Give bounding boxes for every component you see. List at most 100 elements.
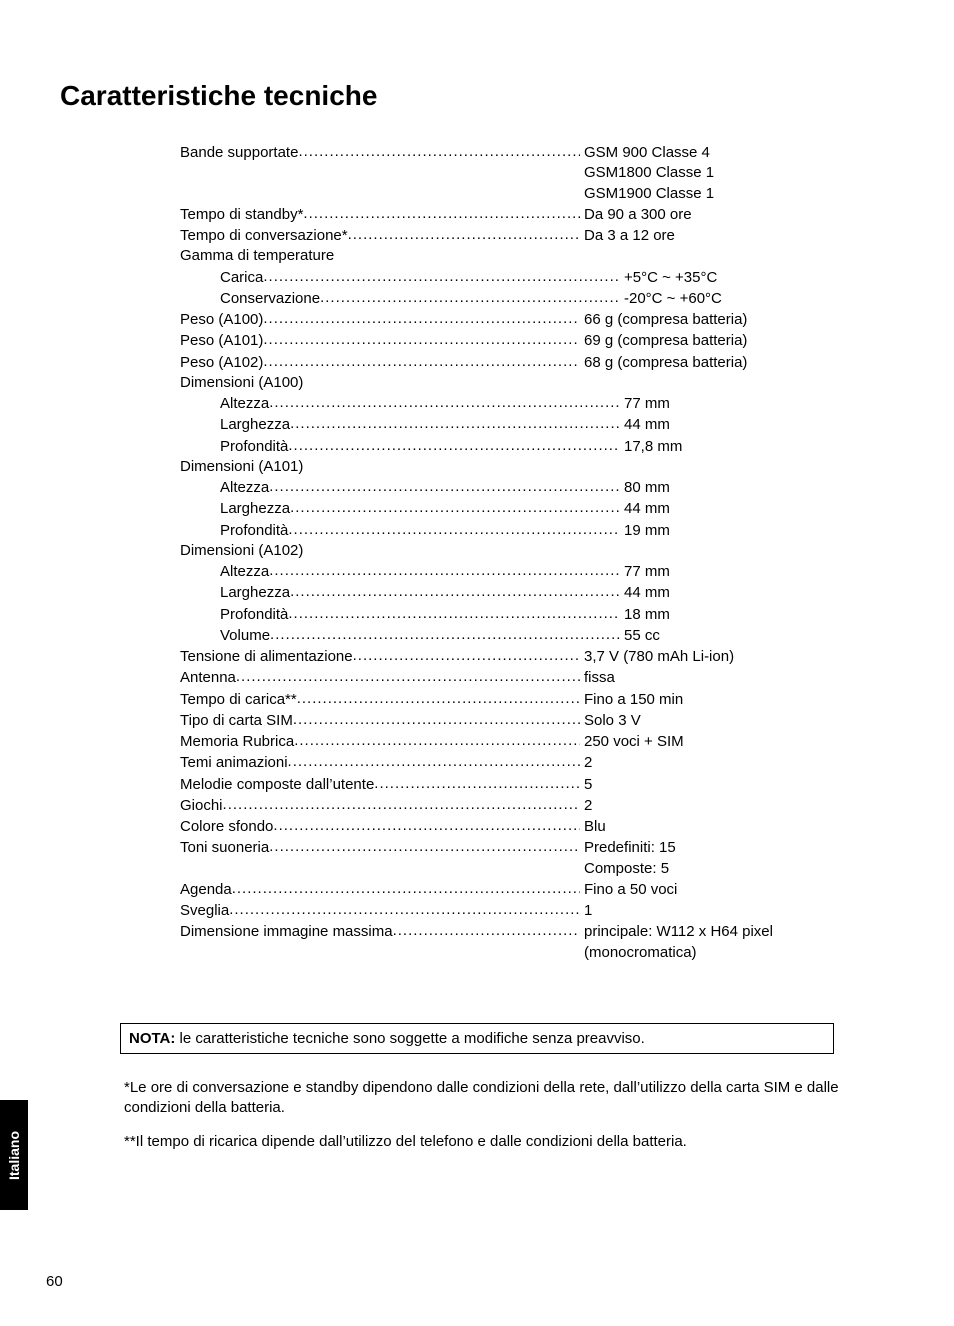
spec-label: Larghezza [220, 499, 290, 519]
spec-label: Tempo di conversazione* [180, 226, 348, 246]
spec-label: Tempo di carica** [180, 690, 297, 710]
leader-dots [288, 520, 620, 535]
spec-label: Peso (A102) [180, 353, 263, 373]
spec-value: 18 mm [620, 605, 670, 625]
spec-row: Dimensione immagine massimaprincipale: W… [180, 921, 854, 942]
spec-label: Peso (A100) [180, 310, 263, 330]
leader-dots [236, 667, 580, 682]
spec-value: -20°C ~ +60°C [620, 289, 722, 309]
leader-dots [290, 582, 620, 597]
spec-row: Altezza77 mm [180, 561, 854, 582]
spec-label: Larghezza [220, 583, 290, 603]
spec-label: Memoria Rubrica [180, 732, 294, 752]
spec-label: Melodie composte dall’utente [180, 775, 374, 795]
spec-value: 68 g (compresa batteria) [580, 353, 747, 373]
spec-label: Altezza [220, 478, 269, 498]
leader-dots [269, 477, 620, 492]
spec-row: Tempo di standby*Da 90 a 300 ore [180, 204, 854, 225]
leader-dots [298, 142, 580, 157]
spec-label: Dimensioni (A101) [180, 457, 303, 477]
leader-dots [269, 393, 620, 408]
footnote: *Le ore di conversazione e standby dipen… [124, 1078, 894, 1119]
spec-row: Altezza77 mm [180, 393, 854, 414]
spec-value: GSM1800 Classe 1 [580, 163, 714, 183]
note-box: NOTA: le caratteristiche tecniche sono s… [120, 1023, 834, 1054]
leader-dots [320, 288, 620, 303]
leader-dots [263, 330, 580, 345]
leader-dots [294, 731, 580, 746]
spec-row: Memoria Rubrica 250 voci + SIM [180, 731, 854, 752]
footnotes: *Le ore di conversazione e standby dipen… [124, 1078, 894, 1153]
spec-label: Bande supportate [180, 143, 298, 163]
spec-row: AgendaFino a 50 voci [180, 879, 854, 900]
spec-section-header: Dimensioni (A102) [180, 541, 854, 561]
spec-label: Tipo di carta SIM [180, 711, 293, 731]
spec-value: 2 [580, 796, 592, 816]
footnote: **Il tempo di ricarica dipende dall’util… [124, 1132, 894, 1152]
spec-label: Dimensioni (A102) [180, 541, 303, 561]
spec-value: principale: W112 x H64 pixel [580, 922, 773, 942]
spec-label: Profondità [220, 521, 288, 541]
spec-row: Bande supportate GSM 900 Classe 4 [180, 142, 854, 163]
spec-row: Colore sfondoBlu [180, 816, 854, 837]
page-number: 60 [46, 1273, 63, 1290]
spec-value: 77 mm [620, 562, 670, 582]
spec-label: Giochi [180, 796, 223, 816]
spec-row: Melodie composte dall’utente5 [180, 774, 854, 795]
note-text: le caratteristiche tecniche sono soggett… [175, 1030, 644, 1047]
spec-row: Antenna fissa [180, 667, 854, 688]
spec-row-continuation: (monocromatica) [180, 943, 854, 963]
leader-dots [223, 795, 580, 810]
spec-value: 250 voci + SIM [580, 732, 684, 752]
leader-dots [270, 625, 620, 640]
spec-value: (monocromatica) [580, 943, 697, 963]
spec-row: Carica+5°C ~ +35°C [180, 267, 854, 288]
leader-dots [290, 498, 620, 513]
spec-label: Larghezza [220, 415, 290, 435]
leader-dots [232, 879, 580, 894]
spec-row: Peso (A102) 68 g (compresa batteria) [180, 352, 854, 373]
spec-label: Sveglia [180, 901, 229, 921]
leader-dots [303, 204, 580, 219]
spec-value: GSM 900 Classe 4 [580, 143, 710, 163]
spec-section-header: Dimensioni (A100) [180, 373, 854, 393]
leader-dots [263, 267, 620, 282]
spec-row: Profondità 19 mm [180, 520, 854, 541]
spec-value: 2 [580, 753, 592, 773]
spec-row-continuation: Composte: 5 [180, 859, 854, 879]
spec-value: fissa [580, 668, 615, 688]
spec-value: 44 mm [620, 415, 670, 435]
spec-label: Tempo di standby* [180, 205, 303, 225]
spec-row: Profondità 18 mm [180, 604, 854, 625]
spec-label: Profondità [220, 605, 288, 625]
spec-value: 55 cc [620, 626, 660, 646]
spec-value: 3,7 V (780 mAh Li-ion) [580, 647, 734, 667]
spec-value: 19 mm [620, 521, 670, 541]
leader-dots [263, 352, 580, 367]
spec-row: Altezza80 mm [180, 477, 854, 498]
spec-row: Conservazione-20°C ~ +60°C [180, 288, 854, 309]
leader-dots [290, 414, 620, 429]
spec-label: Gamma di temperature [180, 246, 334, 266]
spec-label: Volume [220, 626, 270, 646]
spec-value: 44 mm [620, 499, 670, 519]
spec-value: 17,8 mm [620, 437, 682, 457]
spec-row: Larghezza44 mm [180, 582, 854, 603]
spec-row-continuation: GSM1800 Classe 1 [180, 163, 854, 183]
spec-value: Fino a 50 voci [580, 880, 677, 900]
spec-label: Tensione di alimentazione [180, 647, 353, 667]
spec-label: Carica [220, 268, 263, 288]
spec-label: Antenna [180, 668, 236, 688]
spec-value: 77 mm [620, 394, 670, 414]
leader-dots [374, 774, 580, 789]
spec-label: Peso (A101) [180, 331, 263, 351]
leader-dots [348, 225, 580, 240]
leader-dots [269, 561, 620, 576]
leader-dots [288, 436, 620, 451]
spec-value: 1 [580, 901, 592, 921]
leader-dots [273, 816, 580, 831]
spec-row: Giochi 2 [180, 795, 854, 816]
spec-value: GSM1900 Classe 1 [580, 184, 714, 204]
specifications-list: Bande supportate GSM 900 Classe 4GSM1800 … [180, 142, 854, 963]
spec-value: Composte: 5 [580, 859, 669, 879]
